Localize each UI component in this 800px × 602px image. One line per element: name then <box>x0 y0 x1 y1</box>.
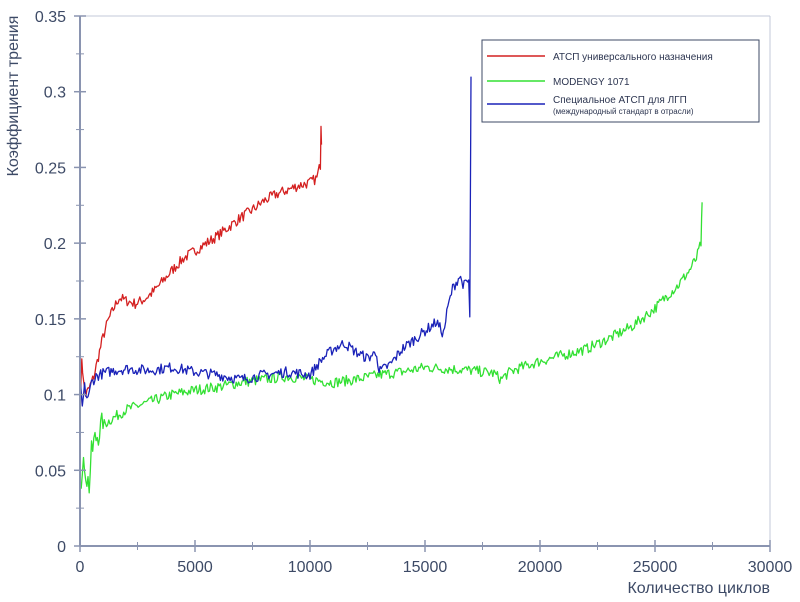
x-tick-label-4: 20000 <box>518 559 563 576</box>
y-axis-title: Коэффициент трения <box>5 16 22 177</box>
x-tick-layer: 0 5000 10000 15000 20000 25000 30000 <box>76 540 793 576</box>
series-line-1 <box>79 202 703 494</box>
y-tick-label-5: 0.25 <box>35 160 66 177</box>
x-tick-label-3: 15000 <box>403 559 448 576</box>
y-tick-layer: 0 0.05 0.1 0.15 0.2 0.25 0.3 0.35 <box>35 9 86 556</box>
y-tick-label-7: 0.35 <box>35 9 66 26</box>
y-tick-label-2: 0.1 <box>44 388 66 405</box>
legend-label-atsp-universal: АТСП универсального назначения <box>553 52 713 63</box>
y-tick-label-4: 0.2 <box>44 236 66 253</box>
series-layer <box>79 76 703 494</box>
x-tick-label-1: 5000 <box>177 559 213 576</box>
y-tick-label-0: 0 <box>57 539 66 556</box>
x-tick-label-5: 25000 <box>633 559 678 576</box>
y-tick-label-3: 0.15 <box>35 312 66 329</box>
x-tick-label-2: 10000 <box>288 559 333 576</box>
y-tick-label-6: 0.3 <box>44 85 66 102</box>
x-tick-label-0: 0 <box>76 559 85 576</box>
legend-label-atsp-lgp: Специальное АТСП для ЛГП <box>553 95 687 106</box>
legend-sublabel-atsp-lgp: (международный стандарт в отрасли) <box>553 107 694 116</box>
series-line-0 <box>79 125 323 423</box>
y-tick-label-1: 0.05 <box>35 463 66 480</box>
legend-label-modengy: MODENGY 1071 <box>553 77 630 88</box>
x-axis-title: Количество циклов <box>627 580 770 597</box>
series-line-2 <box>79 76 472 407</box>
x-tick-label-6: 30000 <box>748 559 793 576</box>
legend: АТСП универсального назначения MODENGY 1… <box>481 39 760 123</box>
